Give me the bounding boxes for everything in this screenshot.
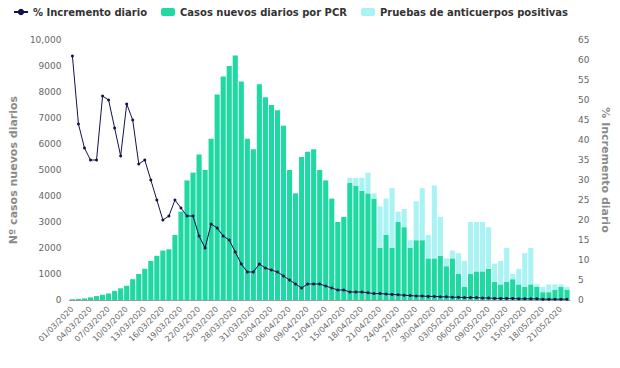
- svg-text:10,000: 10,000: [30, 35, 62, 45]
- svg-text:13/03/2020: 13/03/2020: [109, 304, 148, 344]
- svg-text:06/04/2020: 06/04/2020: [253, 304, 293, 344]
- svg-text:45: 45: [578, 115, 589, 125]
- svg-text:Nº casos nuevos diarios: Nº casos nuevos diarios: [7, 95, 20, 244]
- svg-text:8000: 8000: [38, 87, 61, 97]
- svg-text:28/03/2020: 28/03/2020: [199, 304, 239, 344]
- svg-text:25/03/2020: 25/03/2020: [181, 304, 221, 344]
- svg-text:27/04/2020: 27/04/2020: [380, 304, 420, 344]
- svg-text:21/05/2020: 21/05/2020: [525, 305, 564, 344]
- svg-text:30: 30: [578, 175, 590, 185]
- svg-text:20: 20: [578, 215, 590, 225]
- svg-text:25: 25: [578, 195, 589, 205]
- svg-text:12/04/2020: 12/04/2020: [290, 304, 329, 344]
- svg-text:0: 0: [56, 295, 62, 305]
- svg-text:2000: 2000: [38, 243, 61, 253]
- svg-text:03/04/2020: 03/04/2020: [235, 304, 275, 344]
- svg-text:09/05/2020: 09/05/2020: [452, 304, 492, 344]
- svg-text:Casos nuevos diarios por PCR: Casos nuevos diarios por PCR: [180, 7, 347, 18]
- svg-text:18/05/2020: 18/05/2020: [507, 304, 546, 344]
- svg-text:15/04/2020: 15/04/2020: [308, 304, 347, 344]
- svg-text:03/05/2020: 03/05/2020: [416, 304, 456, 344]
- svg-text:60: 60: [578, 55, 590, 65]
- svg-text:07/03/2020: 07/03/2020: [72, 304, 112, 344]
- svg-text:65: 65: [578, 35, 589, 45]
- svg-text:06/05/2020: 06/05/2020: [434, 304, 474, 344]
- svg-text:% Incremento diario: % Incremento diario: [599, 107, 612, 233]
- svg-text:31/03/2020: 31/03/2020: [217, 304, 257, 344]
- svg-text:% Incremento diario: % Incremento diario: [33, 7, 147, 18]
- svg-text:15: 15: [578, 235, 589, 245]
- svg-text:Pruebas de anticuerpos positiv: Pruebas de anticuerpos positivas: [380, 7, 568, 18]
- svg-text:15/05/2020: 15/05/2020: [489, 304, 528, 344]
- svg-text:09/04/2020: 09/04/2020: [271, 304, 311, 344]
- svg-text:50: 50: [578, 95, 590, 105]
- svg-text:3000: 3000: [38, 217, 61, 227]
- svg-text:10: 10: [578, 255, 590, 265]
- svg-text:10/03/2020: 10/03/2020: [91, 304, 130, 344]
- svg-text:6000: 6000: [38, 139, 61, 149]
- svg-text:24/04/2020: 24/04/2020: [362, 304, 402, 344]
- svg-text:12/05/2020: 12/05/2020: [470, 304, 510, 344]
- svg-text:30/04/2020: 30/04/2020: [398, 304, 438, 344]
- svg-text:40: 40: [578, 135, 590, 145]
- svg-text:5: 5: [578, 275, 584, 285]
- svg-text:0: 0: [578, 295, 584, 305]
- svg-text:04/03/2020: 04/03/2020: [54, 304, 94, 344]
- svg-text:4000: 4000: [38, 191, 61, 201]
- svg-text:1000: 1000: [38, 269, 61, 279]
- svg-text:21/04/2020: 21/04/2020: [344, 304, 384, 344]
- svg-text:5000: 5000: [38, 165, 61, 175]
- svg-text:16/03/2020: 16/03/2020: [127, 304, 167, 344]
- svg-text:19/03/2020: 19/03/2020: [145, 304, 185, 344]
- svg-text:7000: 7000: [38, 113, 61, 123]
- svg-text:18/04/2020: 18/04/2020: [326, 304, 366, 344]
- svg-text:22/03/2020: 22/03/2020: [163, 304, 203, 344]
- svg-text:9000: 9000: [38, 61, 61, 71]
- svg-text:01/03/2020: 01/03/2020: [36, 304, 76, 344]
- svg-text:55: 55: [578, 75, 589, 85]
- svg-text:35: 35: [578, 155, 589, 165]
